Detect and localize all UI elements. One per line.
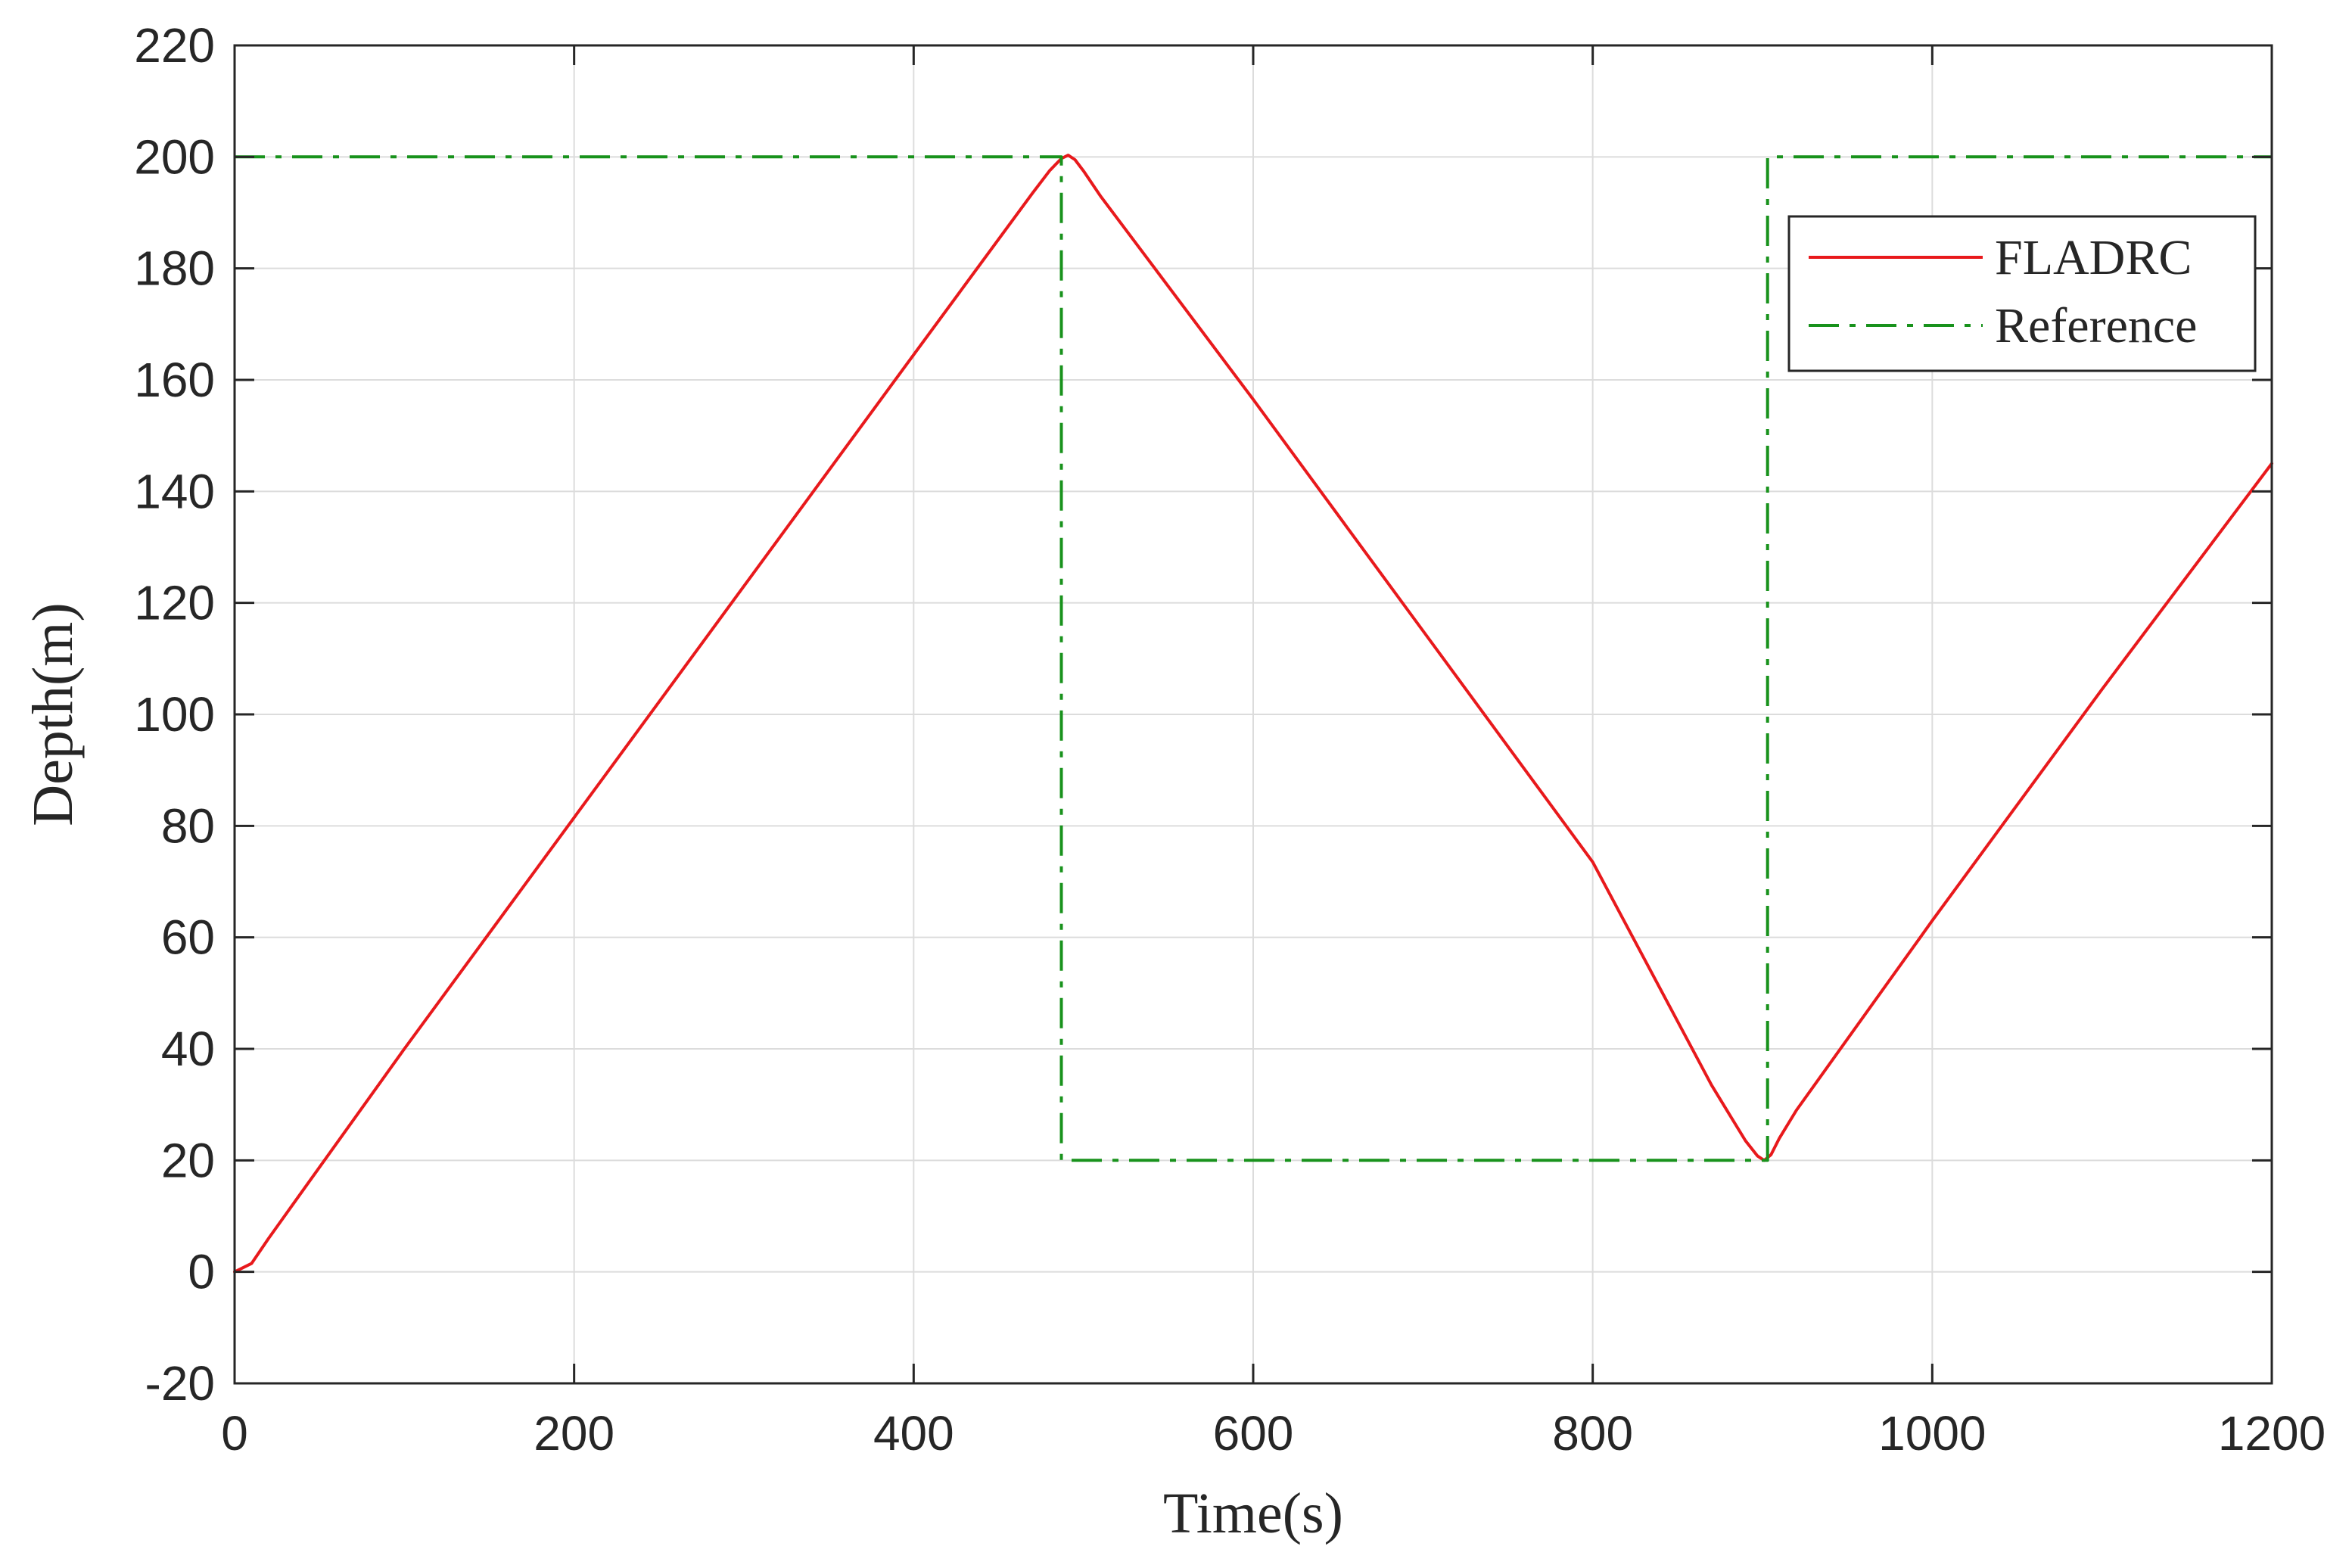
tick-labels: 0 200 400 600 800 1000 1200-200204060801001201… (134, 18, 2326, 1461)
series-layer (233, 154, 2273, 1274)
x-tick-label: 800 (1552, 1406, 1633, 1461)
y-axis-label: Depth(m) (21, 602, 85, 826)
y-tick-label: 200 (134, 129, 215, 184)
x-tick-label: 1000 (1878, 1406, 1986, 1461)
x-tick-label: 400 (873, 1406, 954, 1461)
y-tick-label: 180 (134, 241, 215, 296)
y-tick-label: 20 (161, 1133, 215, 1187)
legend-label-reference: Reference (1995, 298, 2197, 353)
legend-label-fladrc: FLADRC (1995, 230, 2192, 285)
y-tick-label: 80 (161, 798, 215, 853)
series-line-reference (235, 155, 2272, 1162)
x-tick-label: 200 (534, 1406, 614, 1461)
series-line-fladrc (233, 154, 2273, 1274)
legend: FLADRC Reference (1787, 215, 2257, 372)
y-tick-label: -20 (145, 1356, 216, 1411)
y-tick-label: 60 (161, 910, 215, 965)
y-tick-label: 40 (161, 1022, 215, 1076)
y-tick-label: 140 (134, 464, 215, 518)
y-tick-label: 160 (134, 353, 215, 407)
y-tick-label: 220 (134, 18, 215, 73)
x-tick-label: 0 (221, 1406, 248, 1461)
x-tick-label: 1200 (2218, 1406, 2326, 1461)
y-tick-label: 100 (134, 687, 215, 742)
y-tick-label: 0 (188, 1245, 215, 1299)
y-tick-label: 120 (134, 576, 215, 630)
legend-box (1787, 215, 2257, 372)
x-axis-label: Time(s) (1163, 1482, 1343, 1545)
ticks (233, 44, 2273, 1385)
x-tick-label: 600 (1213, 1406, 1294, 1461)
